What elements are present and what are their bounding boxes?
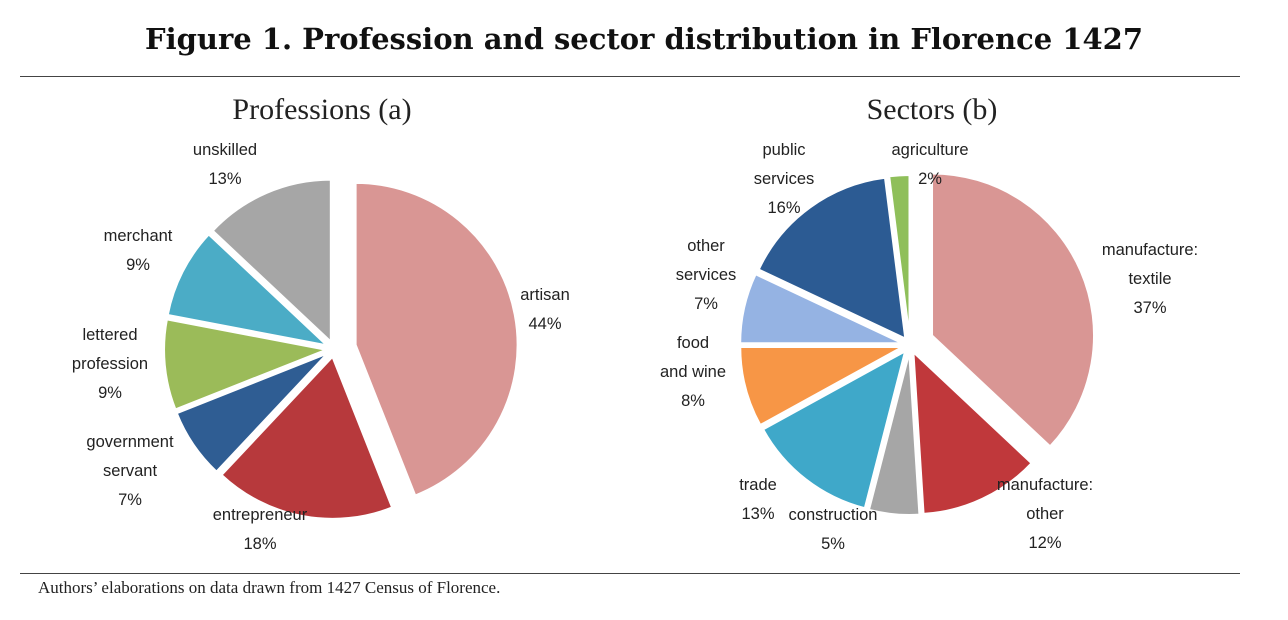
pie-slice-entrepreneur (220, 355, 394, 520)
pie-slice-merchant (166, 233, 331, 347)
data-label-food-and-wine: food and wine 8% (660, 334, 726, 410)
data-label-manufacture-other: manufacture: other 12% (997, 476, 1093, 552)
pie-slice-public-services (757, 176, 907, 341)
pie-slice-trade (761, 349, 907, 510)
pie-slice-food-and-wine (739, 345, 903, 427)
data-label-agriculture: agriculture 2% (891, 141, 968, 188)
pie-slice-agriculture (888, 174, 911, 338)
data-label-manufacture-textile: manufacture: textile 37% (1102, 241, 1198, 317)
source-note: Authors’ elaborations on data drawn from… (38, 578, 501, 597)
data-label-entrepreneur: entrepreneur 18% (213, 506, 308, 553)
data-label-merchant: merchant 9% (104, 227, 173, 274)
pie-slice-other-services (739, 272, 903, 345)
bottom-rule (20, 573, 1240, 574)
pie-slice-construction (867, 352, 921, 516)
data-label-public-services: public services 16% (754, 141, 815, 217)
pie-slice-unskilled (211, 178, 332, 344)
pie-slice-manufacture-textile (931, 172, 1095, 448)
figure-title: Figure 1. Profession and sector distribu… (145, 22, 1143, 56)
data-label-lettered-profession: lettered profession 9% (72, 326, 148, 402)
pie-slice-manufacture-other (912, 349, 1033, 515)
pie-slice-government-servant (175, 352, 329, 474)
pie-title-sectors: Sectors (b) (867, 93, 998, 126)
pie-chart-sectors: Sectors (b) manufacture: textile 37% manufa… (660, 93, 1198, 553)
data-label-trade: trade 13% (739, 476, 777, 523)
pie-chart-professions: Professions (a) artisan 44% entrepreneur 18… (72, 93, 570, 553)
data-label-unskilled: unskilled 13% (193, 141, 257, 188)
data-label-other-services: other services 7% (676, 237, 737, 313)
pie-title-professions: Professions (a) (232, 93, 411, 126)
pie-slice-lettered-profession (163, 318, 330, 411)
data-label-government-servant: government servant 7% (86, 433, 174, 509)
data-label-artisan: artisan 44% (520, 286, 570, 333)
data-label-construction: construction 5% (789, 506, 878, 553)
top-rule (20, 76, 1240, 77)
pie-slice-artisan (354, 181, 519, 497)
